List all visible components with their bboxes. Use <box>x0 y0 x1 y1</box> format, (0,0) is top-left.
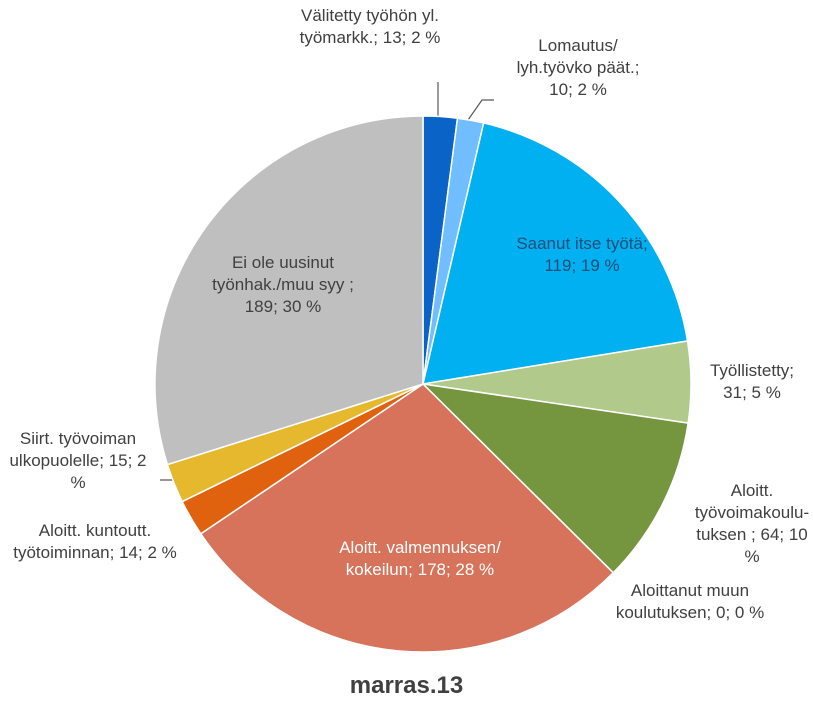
leader-line <box>467 99 494 121</box>
chart-title: marras.13 <box>349 672 464 699</box>
data-label: Lomautus/ lyh.työvko päät.; 10; 2 % <box>516 36 640 99</box>
pie-slice <box>199 383 615 653</box>
data-label: Aloitt. työvoimakoulu-tuksen ; 64; 10 % <box>694 481 810 566</box>
data-label: Aloittanut muun koulutuksen; 0; 0 % <box>615 581 765 622</box>
pie-slice <box>154 115 424 466</box>
data-label: Aloitt. kuntoutt. työtoiminnan; 14; 2 % <box>13 521 177 562</box>
data-label: Siirt. työvoiman ulkopuolelle; 15; 2 % <box>9 429 147 492</box>
data-label: Saanut itse työtä; 119; 19 % <box>516 234 648 275</box>
data-label: Välitetty työhön yl. työmarkk.; 13; 2 % <box>299 6 441 47</box>
data-label: Aloitt. valmennuksen/ kokeilun; 178; 28 … <box>339 538 501 579</box>
data-label: Työllistetty; 31; 5 % <box>709 361 795 402</box>
pie-slice <box>422 122 689 385</box>
data-label: Ei ole uusinut työnhak./muu syy ; 189; 3… <box>212 253 354 316</box>
pie-slice <box>420 382 689 574</box>
